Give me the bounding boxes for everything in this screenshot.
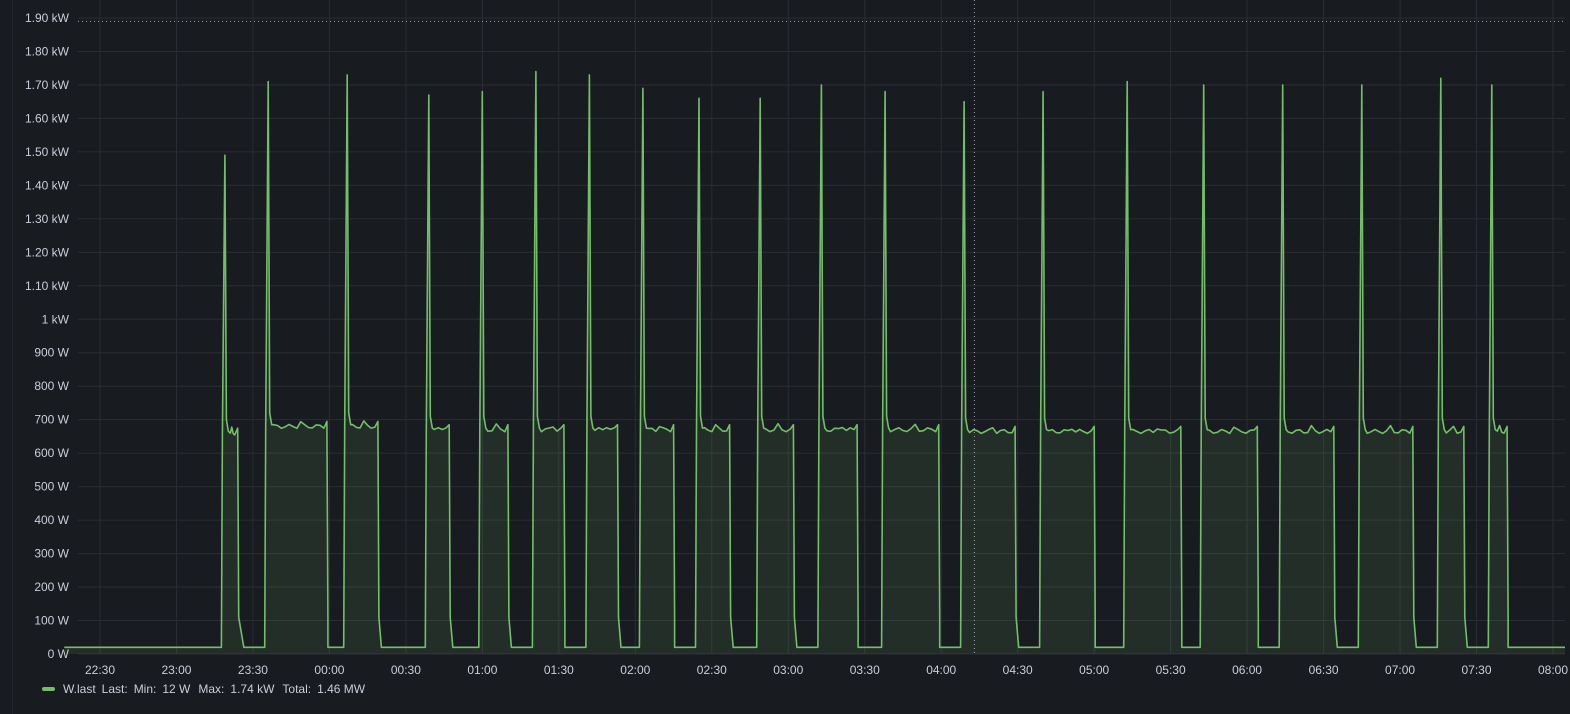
x-tick-label: 01:30 bbox=[544, 663, 574, 677]
y-tick-label: 1.90 kW bbox=[25, 11, 70, 25]
series-area bbox=[64, 71, 1565, 655]
y-tick-label: 200 W bbox=[34, 580, 69, 594]
series-line bbox=[64, 70, 1565, 649]
y-tick-label: 1.50 kW bbox=[25, 145, 70, 159]
x-tick-label: 07:00 bbox=[1385, 663, 1415, 677]
x-tick-label: 22:30 bbox=[85, 663, 115, 677]
x-tick-label: 03:00 bbox=[773, 663, 803, 677]
x-tick-label: 23:00 bbox=[161, 663, 191, 677]
y-tick-label: 700 W bbox=[34, 413, 69, 427]
y-tick-label: 100 W bbox=[34, 614, 69, 628]
y-tick-label: 1.30 kW bbox=[25, 212, 70, 226]
y-tick-label: 1.40 kW bbox=[25, 178, 70, 192]
x-tick-label: 05:30 bbox=[1156, 663, 1186, 677]
y-tick-label: 1.20 kW bbox=[25, 245, 70, 259]
x-tick-label: 04:00 bbox=[926, 663, 956, 677]
x-tick-label: 03:30 bbox=[850, 663, 880, 677]
y-tick-label: 600 W bbox=[34, 446, 69, 460]
x-tick-label: 06:00 bbox=[1232, 663, 1262, 677]
legend-total-value: 1.46 MW bbox=[317, 682, 366, 696]
x-tick-label: 04:30 bbox=[1003, 663, 1033, 677]
y-tick-label: 1.70 kW bbox=[25, 78, 70, 92]
x-tick-label: 06:30 bbox=[1309, 663, 1339, 677]
y-tick-label: 1.60 kW bbox=[25, 111, 70, 125]
x-tick-label: 08:00 bbox=[1538, 663, 1568, 677]
y-tick-label: 0 W bbox=[48, 647, 70, 661]
x-tick-label: 00:30 bbox=[391, 663, 421, 677]
y-tick-label: 800 W bbox=[34, 379, 69, 393]
y-tick-label: 1.10 kW bbox=[25, 279, 70, 293]
legend-min-label: Min: bbox=[133, 682, 157, 696]
legend-total-label: Total: bbox=[282, 682, 312, 696]
y-tick-label: 900 W bbox=[34, 346, 69, 360]
x-tick-label: 07:30 bbox=[1462, 663, 1492, 677]
y-tick-label: 500 W bbox=[34, 480, 69, 494]
legend-max-label: Max: bbox=[198, 682, 225, 696]
x-tick-label: 23:30 bbox=[238, 663, 268, 677]
legend-min-value: 12 W bbox=[162, 682, 191, 696]
x-tick-label: 05:00 bbox=[1079, 663, 1109, 677]
y-tick-label: 400 W bbox=[34, 513, 69, 527]
legend-series-name[interactable]: W.last bbox=[63, 682, 96, 696]
x-tick-label: 00:00 bbox=[314, 663, 344, 677]
legend-swatch-icon bbox=[42, 687, 55, 691]
legend-last-label: Last: bbox=[101, 682, 128, 696]
legend-max-value: 1.74 kW bbox=[230, 682, 275, 696]
y-tick-label: 1 kW bbox=[42, 312, 70, 326]
y-tick-label: 300 W bbox=[34, 547, 69, 561]
x-tick-label: 02:30 bbox=[697, 663, 727, 677]
x-tick-label: 01:00 bbox=[467, 663, 497, 677]
legend: W.last Last: Min: 12 W Max: 1.74 kW Tota… bbox=[42, 681, 373, 697]
y-tick-label: 1.80 kW bbox=[25, 44, 70, 58]
panel-edge bbox=[12, 0, 13, 714]
x-tick-label: 02:00 bbox=[620, 663, 650, 677]
